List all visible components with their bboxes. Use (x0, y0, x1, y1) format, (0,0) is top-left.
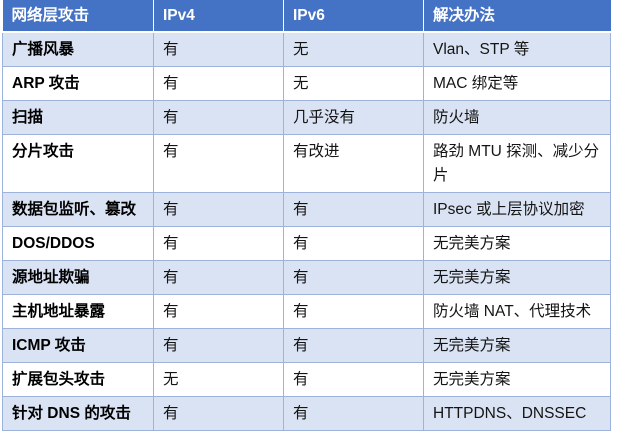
ipv4-cell: 有 (153, 192, 284, 227)
ipv4-cell: 有 (153, 66, 284, 101)
table-row: ARP 攻击有无 MAC 绑定等 (2, 66, 611, 101)
ipv6-cell: 有 (283, 396, 424, 431)
table-row: 主机地址暴露有有防火墙 NAT、代理技术 (2, 294, 611, 329)
ipv4-cell: 有 (153, 396, 284, 431)
table-row: 源地址欺骗有有无完美方案 (2, 260, 611, 295)
ipv6-cell: 有改进 (283, 134, 424, 193)
ipv4-cell: 有 (153, 31, 284, 67)
table-body: 广播风暴有无 Vlan、STP 等 ARP 攻击有无 MAC 绑定等 扫描有几乎没有 防火… (2, 31, 611, 431)
solution-cell: IPsec 或上层协议加密 (423, 192, 611, 227)
solution-cell: 无完美方案 (423, 328, 611, 363)
ipv4-cell: 无 (153, 362, 284, 397)
ipv6-cell: 几乎没有 (283, 100, 424, 135)
attack-cell: 主机地址暴露 (2, 294, 154, 329)
attack-cell: 分片攻击 (2, 134, 154, 193)
ipv4-cell: 有 (153, 260, 284, 295)
ipv4-cell: 有 (153, 294, 284, 329)
solution-cell: 路劲 MTU 探测、减少分片 (423, 134, 611, 193)
table-row: 分片攻击有有改进 路劲 MTU 探测、减少分片 (2, 134, 611, 193)
attack-cell: ARP 攻击 (2, 66, 154, 101)
header-solution: 解决办法 (423, 0, 611, 33)
ipv6-cell: 无 (283, 31, 424, 67)
ipv6-cell: 有 (283, 226, 424, 261)
attack-cell: 扩展包头攻击 (2, 362, 154, 397)
table-row: 数据包监听、篡改有有 IPsec 或上层协议加密 (2, 192, 611, 227)
header-ipv4: IPv4 (153, 0, 284, 33)
ipv6-cell: 有 (283, 328, 424, 363)
header-ipv6: IPv6 (283, 0, 424, 33)
attack-comparison-table-wrap: 网络层攻击 IPv4 IPv6 解决办法 广播风暴有无 Vlan、STP 等 ARP… (2, 0, 611, 431)
ipv4-cell: 有 (153, 134, 284, 193)
solution-cell: 无完美方案 (423, 226, 611, 261)
table-row: 针对 DNS 的攻击有有 HTTPDNS、DNSSEC (2, 396, 611, 431)
ipv6-cell: 有 (283, 192, 424, 227)
attack-comparison-table: 网络层攻击 IPv4 IPv6 解决办法 广播风暴有无 Vlan、STP 等 ARP… (2, 0, 611, 431)
solution-cell: 无完美方案 (423, 362, 611, 397)
table-row: 广播风暴有无 Vlan、STP 等 (2, 31, 611, 67)
ipv4-cell: 有 (153, 328, 284, 363)
solution-cell: HTTPDNS、DNSSEC (423, 396, 611, 431)
attack-cell: 源地址欺骗 (2, 260, 154, 295)
ipv6-cell: 有 (283, 260, 424, 295)
solution-cell: Vlan、STP 等 (423, 31, 611, 67)
table-row: DOS/DDOS 有有无完美方案 (2, 226, 611, 261)
ipv6-cell: 有 (283, 294, 424, 329)
header-attack: 网络层攻击 (2, 0, 154, 33)
table-row: 扩展包头攻击无有无完美方案 (2, 362, 611, 397)
attack-cell: DOS/DDOS (2, 226, 154, 261)
solution-cell: 无完美方案 (423, 260, 611, 295)
solution-cell: 防火墙 NAT、代理技术 (423, 294, 611, 329)
attack-cell: 针对 DNS 的攻击 (2, 396, 154, 431)
attack-cell: 广播风暴 (2, 31, 154, 67)
solution-cell: MAC 绑定等 (423, 66, 611, 101)
table-row: 扫描有几乎没有 防火墙 (2, 100, 611, 135)
ipv4-cell: 有 (153, 100, 284, 135)
ipv6-cell: 无 (283, 66, 424, 101)
ipv6-cell: 有 (283, 362, 424, 397)
attack-cell: ICMP 攻击 (2, 328, 154, 363)
table-row: ICMP 攻击有有无完美方案 (2, 328, 611, 363)
attack-cell: 扫描 (2, 100, 154, 135)
solution-cell: 防火墙 (423, 100, 611, 135)
ipv4-cell: 有 (153, 226, 284, 261)
table-header-row: 网络层攻击 IPv4 IPv6 解决办法 (2, 0, 611, 33)
attack-cell: 数据包监听、篡改 (2, 192, 154, 227)
